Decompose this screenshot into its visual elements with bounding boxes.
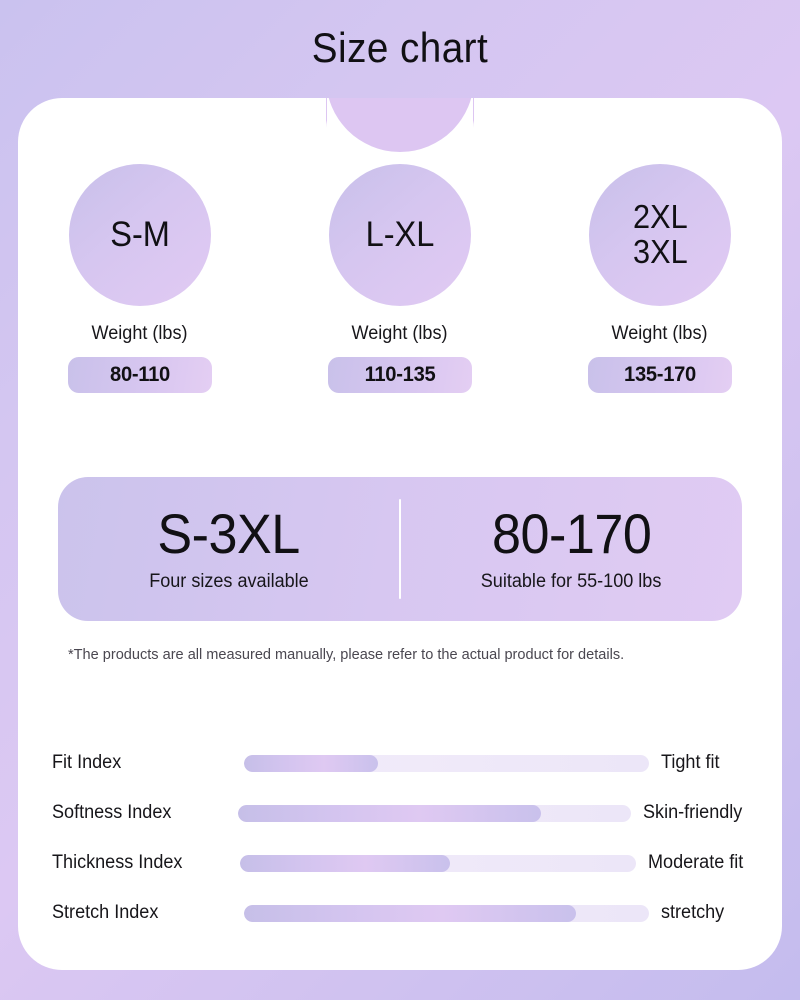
page-title: Size chart	[311, 24, 489, 71]
index-label: Thickness Index	[52, 852, 183, 873]
size-group-2xl-3xl: 2XL 3XL Weight (lbs) 135-170	[562, 164, 758, 393]
notch-circle	[326, 98, 474, 152]
index-track	[244, 904, 649, 922]
index-value: stretchy	[661, 902, 725, 923]
size-circle-l-xl: L-XL	[329, 164, 471, 306]
index-value: Skin-friendly	[643, 802, 743, 823]
size-circle-label-line1: 2XL	[632, 198, 688, 236]
index-track	[238, 804, 632, 822]
disclaimer-text: *The products are all measured manually,…	[68, 646, 625, 663]
index-fill	[239, 854, 450, 872]
index-row-thickness: Thickness Index Moderate fit	[52, 838, 748, 888]
weight-label: Weight (lbs)	[352, 323, 448, 344]
banner-sizes: S-3XL Four sizes available	[58, 501, 399, 594]
index-fill	[238, 804, 542, 822]
banner-size-caption: Four sizes available	[148, 571, 309, 593]
index-track	[244, 754, 649, 772]
notch-ear-right	[473, 98, 474, 128]
index-bars: Fit Index Tight fit Softness Index Skin-…	[18, 738, 782, 938]
banner-weights: 80-170 Suitable for 55-100 lbs	[401, 501, 742, 594]
size-group-s-m: S-M Weight (lbs) 80-110	[42, 164, 238, 393]
banner-weight-caption: Suitable for 55-100 lbs	[481, 571, 662, 593]
size-circle-label: L-XL	[365, 214, 435, 254]
weight-range-pill: 135-170	[588, 357, 732, 393]
index-fill	[244, 754, 378, 772]
card-notch	[326, 98, 474, 154]
size-chart-card: S-M Weight (lbs) 80-110 L-XL Weight (lbs…	[18, 98, 782, 970]
index-value: Tight fit	[661, 752, 720, 773]
index-label: Stretch Index	[52, 902, 159, 923]
weight-range-pill: 110-135	[328, 357, 472, 393]
index-value: Moderate fit	[647, 852, 743, 873]
index-row-fit: Fit Index Tight fit	[52, 738, 748, 788]
notch-ear-left	[326, 98, 327, 128]
summary-banner: S-3XL Four sizes available 80-170 Suitab…	[58, 477, 742, 621]
index-row-stretch: Stretch Index stretchy	[52, 888, 748, 938]
index-row-softness: Softness Index Skin-friendly	[52, 788, 748, 838]
index-label: Softness Index	[52, 802, 172, 823]
size-groups: S-M Weight (lbs) 80-110 L-XL Weight (lbs…	[18, 164, 782, 393]
size-group-l-xl: L-XL Weight (lbs) 110-135	[302, 164, 498, 393]
size-circle-label-line2: 3XL	[632, 233, 688, 270]
size-circle-2xl-3xl: 2XL 3XL	[589, 164, 731, 306]
size-circle-label: S-M	[110, 214, 170, 254]
weight-range-pill: 80-110	[68, 357, 212, 393]
index-label: Fit Index	[52, 752, 122, 773]
weight-label: Weight (lbs)	[92, 323, 188, 344]
weight-label: Weight (lbs)	[612, 323, 708, 344]
banner-weight-range: 80-170	[491, 501, 652, 565]
index-track	[239, 854, 636, 872]
banner-divider	[399, 499, 401, 599]
banner-size-range: S-3XL	[157, 501, 300, 565]
size-circle-s-m: S-M	[69, 164, 211, 306]
index-fill	[244, 904, 577, 922]
